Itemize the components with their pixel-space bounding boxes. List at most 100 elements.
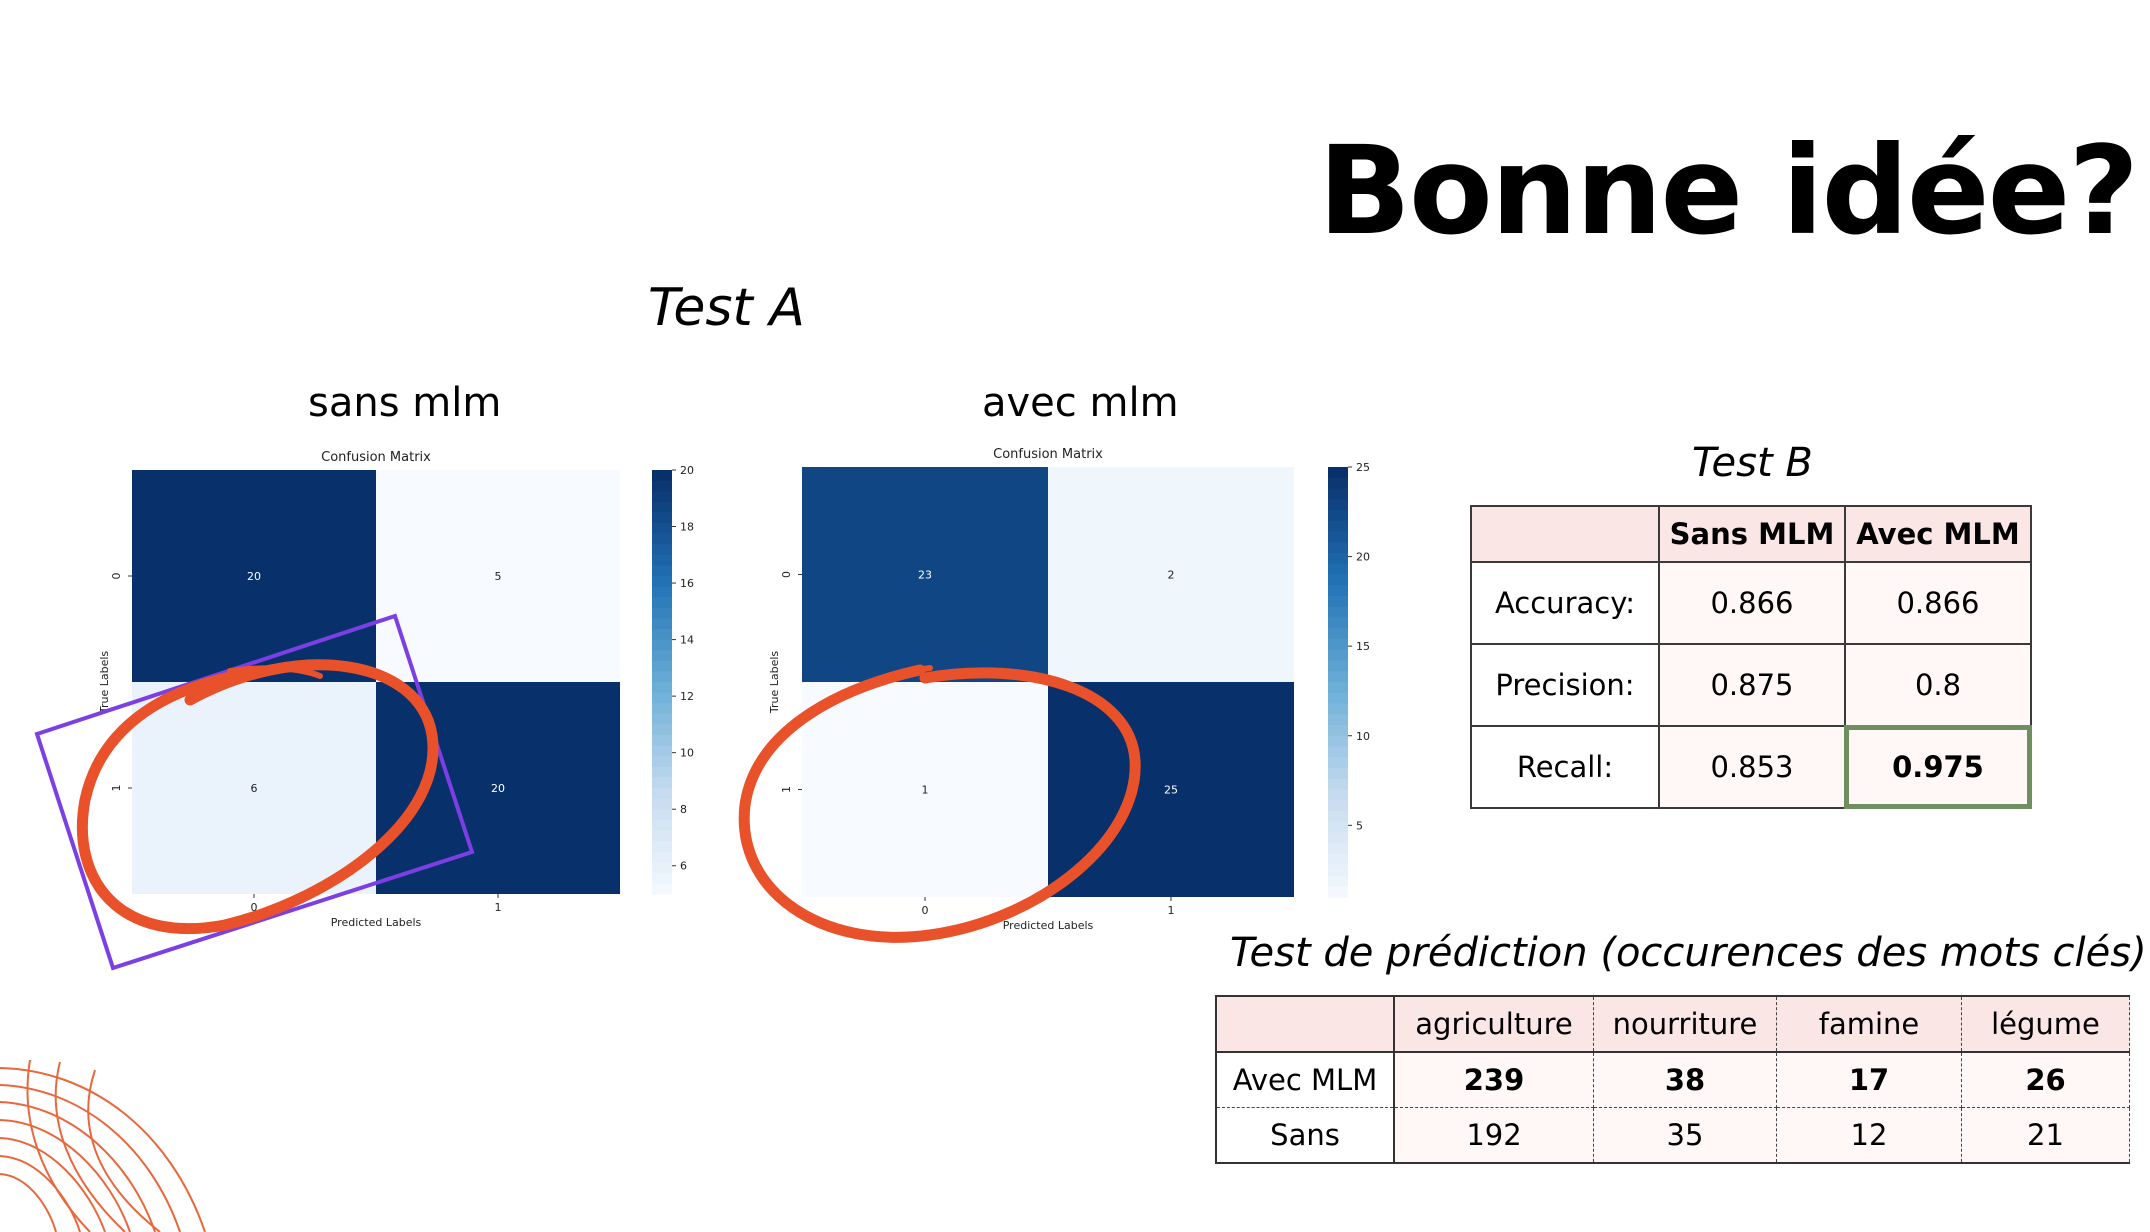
y-tick-label: 1 <box>780 786 793 793</box>
colorbar-segment <box>1328 746 1348 758</box>
row-label-precision: Precision: <box>1470 643 1660 727</box>
colorbar-segment <box>652 523 672 535</box>
red-annotation-circle-1 <box>76 659 439 935</box>
colorbar-segment <box>652 798 672 810</box>
colorbar-segment <box>1328 832 1348 844</box>
x-axis-label: Predicted Labels <box>1003 919 1094 932</box>
colorbar-segment <box>1328 531 1348 543</box>
header-legume: légume <box>1961 995 2130 1053</box>
table-row: Avec MLM 239 38 17 26 <box>1215 1051 2130 1108</box>
colorbar-segment <box>652 639 672 651</box>
heatmap-cell <box>132 470 376 682</box>
cell-value-label: 2 <box>1168 569 1175 582</box>
table-cell: 17 <box>1776 1051 1962 1108</box>
colorbar-segment <box>652 851 672 863</box>
row-label-avec-mlm: Avec MLM <box>1215 1051 1395 1108</box>
colorbar-segment <box>1328 574 1348 586</box>
x-tick-label: 1 <box>495 901 502 914</box>
y-axis-label: True Labels <box>768 651 781 715</box>
heatmap-cell <box>132 682 376 894</box>
colorbar-segment <box>652 512 672 524</box>
colorbar-segment <box>1328 488 1348 500</box>
colorbar-segment <box>652 841 672 853</box>
colorbar-segment <box>652 660 672 672</box>
colorbar-tick-label: 12 <box>680 690 694 703</box>
colorbar-segment <box>1328 563 1348 576</box>
header-sans-mlm: Sans MLM <box>1658 505 1846 563</box>
colorbar-tick-label: 5 <box>1356 819 1363 832</box>
table-row: Accuracy: 0.866 0.866 <box>1470 561 2032 645</box>
colorbar-segment <box>1328 639 1348 651</box>
cell-value-label: 5 <box>495 570 502 583</box>
header-famine: famine <box>1776 995 1962 1053</box>
colorbar-segment <box>652 533 672 545</box>
table-cell: 21 <box>1961 1107 2130 1164</box>
heatmap-cell <box>1048 467 1294 682</box>
chart-2-subtitle: avec mlm <box>982 380 1179 426</box>
row-label-recall: Recall: <box>1470 725 1660 809</box>
colorbar-segment <box>1328 649 1348 662</box>
cell-accuracy-avec: 0.866 <box>1844 561 2032 645</box>
colorbar-tick-label: 15 <box>1356 640 1370 653</box>
cell-recall-avec-highlighted: 0.975 <box>1844 725 2032 809</box>
row-label-accuracy: Accuracy: <box>1470 561 1660 645</box>
colorbar-segment <box>1328 660 1348 672</box>
colorbar-segment <box>652 819 672 831</box>
colorbar-segment <box>652 544 672 556</box>
header-agriculture: agriculture <box>1393 995 1594 1053</box>
colorbar-segment <box>652 501 672 513</box>
table-row: Sans 192 35 12 21 <box>1215 1107 2130 1164</box>
heatmap-cell <box>802 467 1048 682</box>
colorbar-tick-label: 14 <box>680 634 694 647</box>
colorbar-segment <box>1328 714 1348 726</box>
row-label-sans: Sans <box>1215 1107 1395 1164</box>
colorbar-segment <box>1328 596 1348 608</box>
colorbar-segment <box>652 883 672 895</box>
decorative-arcs <box>0 1060 206 1232</box>
x-tick-label: 1 <box>1168 904 1175 917</box>
colorbar-segment <box>1328 800 1348 812</box>
cell-value-label: 23 <box>918 569 932 582</box>
colorbar-tick-label: 6 <box>680 860 687 873</box>
colorbar-segment <box>1328 843 1348 855</box>
chart-title: Confusion Matrix <box>321 450 431 465</box>
colorbar-tick-label: 20 <box>1356 551 1370 564</box>
colorbar-segment <box>652 703 672 715</box>
colorbar-segment <box>1328 886 1348 898</box>
colorbar-segment <box>652 872 672 884</box>
colorbar-segment <box>1328 725 1348 737</box>
table-row: Precision: 0.875 0.8 <box>1470 643 2032 727</box>
colorbar-segment <box>652 491 672 503</box>
colorbar-segment <box>652 809 672 821</box>
table-header-row: agriculture nourriture famine légume <box>1215 995 2130 1053</box>
colorbar-segment <box>652 735 672 747</box>
table-cell: 192 <box>1393 1107 1594 1164</box>
header-nourriture: nourriture <box>1593 995 1777 1053</box>
colorbar-tick-label: 10 <box>1356 730 1370 743</box>
colorbar-segment <box>652 682 672 694</box>
colorbar-segment <box>1328 628 1348 640</box>
colorbar-segment <box>652 671 672 683</box>
slide-title: Bonne idée? <box>1318 120 2139 262</box>
colorbar-segment <box>652 830 672 842</box>
table-corner <box>1470 505 1660 563</box>
purple-annotation-rectangle <box>34 613 475 971</box>
colorbar-segment <box>1328 821 1348 834</box>
colorbar-segment <box>652 724 672 736</box>
colorbar-segment <box>652 766 672 778</box>
cell-value-label: 20 <box>247 570 261 583</box>
colorbar-segment <box>652 565 672 577</box>
colorbar-segment <box>1328 875 1348 887</box>
colorbar-segment <box>1328 854 1348 866</box>
colorbar-segment <box>652 586 672 598</box>
colorbar-segment <box>652 480 672 492</box>
x-tick-label: 0 <box>922 904 929 917</box>
colorbar-segment <box>652 607 672 619</box>
table-cell: 239 <box>1393 1051 1594 1108</box>
colorbar-segment <box>652 713 672 725</box>
prediction-heading: Test de prédiction (occurences des mots … <box>1230 930 2147 976</box>
table-header-row: Sans MLM Avec MLM <box>1470 505 2032 563</box>
colorbar-segment <box>1328 585 1348 597</box>
heatmap-cell <box>802 682 1048 897</box>
